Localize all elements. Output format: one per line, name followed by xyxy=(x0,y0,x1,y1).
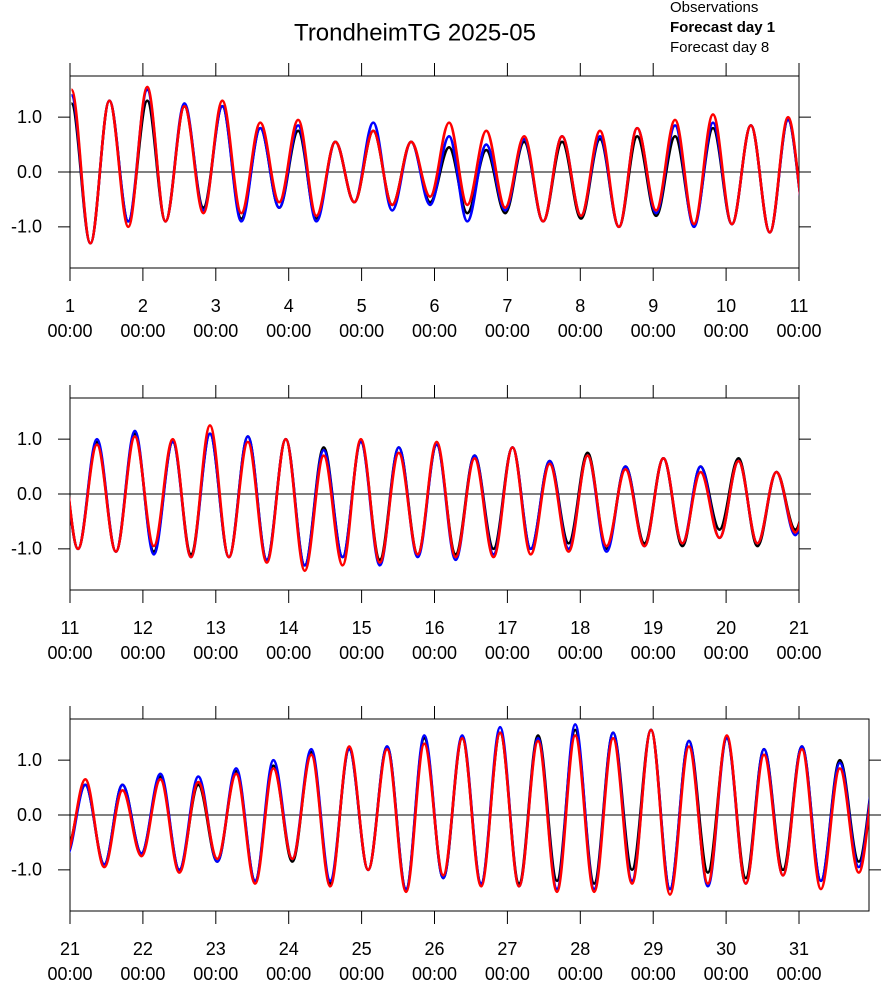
x-tick-time: 00:00 xyxy=(776,643,821,663)
x-tick-time: 00:00 xyxy=(120,964,165,984)
x-tick-label: 20 xyxy=(716,618,736,638)
chart-title: TrondheimTG 2025-05 xyxy=(294,19,536,46)
x-tick-time: 00:00 xyxy=(631,643,676,663)
y-tick-label: 1.0 xyxy=(17,750,42,770)
x-tick-label: 29 xyxy=(643,939,663,959)
y-tick-label: 1.0 xyxy=(17,429,42,449)
x-tick-time: 00:00 xyxy=(485,964,530,984)
x-tick-label: 3 xyxy=(211,296,221,316)
x-tick-label: 15 xyxy=(352,618,372,638)
x-tick-time: 00:00 xyxy=(776,964,821,984)
x-tick-time: 00:00 xyxy=(339,321,384,341)
lines xyxy=(70,85,799,245)
x-tick-time: 00:00 xyxy=(704,321,749,341)
x-tick-time: 00:00 xyxy=(485,321,530,341)
x-tick-time: 00:00 xyxy=(266,964,311,984)
x-tick-time: 00:00 xyxy=(776,321,821,341)
x-tick-label: 1 xyxy=(65,296,75,316)
y-tick-label: 0.0 xyxy=(17,484,42,504)
x-tick-label: 7 xyxy=(502,296,512,316)
x-tick-label: 14 xyxy=(279,618,299,638)
x-tick-time: 00:00 xyxy=(120,643,165,663)
x-tick-time: 00:00 xyxy=(558,643,603,663)
y-tick-label: 1.0 xyxy=(17,107,42,127)
x-tick-time: 00:00 xyxy=(120,321,165,341)
y-tick-label: 0.0 xyxy=(17,805,42,825)
legend-entry: Observations xyxy=(670,0,758,16)
lines xyxy=(70,723,869,896)
y-tick-label: 0.0 xyxy=(17,162,42,182)
x-tick-label: 17 xyxy=(497,618,517,638)
x-tick-label: 5 xyxy=(357,296,367,316)
series-line xyxy=(70,424,799,573)
x-tick-label: 9 xyxy=(648,296,658,316)
panel: -1.0 0.0 1.0 11 00:00 12 00:00 13 00:00 14 00:00 15… xyxy=(11,385,822,663)
x-tick-time: 00:00 xyxy=(193,321,238,341)
x-tick-label: 16 xyxy=(424,618,444,638)
x-tick-time: 00:00 xyxy=(47,321,92,341)
x-tick-label: 21 xyxy=(789,618,809,638)
x-tick-label: 23 xyxy=(206,939,226,959)
x-tick-time: 00:00 xyxy=(704,643,749,663)
x-tick-label: 8 xyxy=(575,296,585,316)
y-tick-label: -1.0 xyxy=(11,539,42,559)
x-tick-time: 00:00 xyxy=(47,643,92,663)
x-tick-label: 22 xyxy=(133,939,153,959)
x-tick-time: 00:00 xyxy=(412,321,457,341)
series-line xyxy=(70,85,799,245)
x-tick-time: 00:00 xyxy=(193,964,238,984)
x-tick-time: 00:00 xyxy=(193,643,238,663)
x-tick-label: 24 xyxy=(279,939,299,959)
x-tick-label: 11 xyxy=(790,296,809,316)
x-tick-label: 11 xyxy=(61,618,80,638)
x-tick-label: 4 xyxy=(284,296,294,316)
x-tick-label: 10 xyxy=(716,296,736,316)
x-tick-label: 31 xyxy=(789,939,809,959)
panel: -1.0 0.0 1.0 1 00:00 2 00:00 3 00:00 4 00:00 5 00:00… xyxy=(11,63,822,341)
x-tick-label: 21 xyxy=(60,939,80,959)
x-tick-label: 2 xyxy=(138,296,148,316)
x-tick-label: 25 xyxy=(352,939,372,959)
x-tick-label: 13 xyxy=(206,618,226,638)
lines xyxy=(70,424,799,573)
y-tick-label: -1.0 xyxy=(11,217,42,237)
x-tick-time: 00:00 xyxy=(631,964,676,984)
x-tick-label: 26 xyxy=(424,939,444,959)
x-tick-time: 00:00 xyxy=(558,321,603,341)
panel: -1.0 0.0 1.0 21 00:00 22 00:00 23 00:00 24 00:00 25… xyxy=(11,706,881,984)
x-tick-time: 00:00 xyxy=(266,643,311,663)
y-tick-label: -1.0 xyxy=(11,860,42,880)
x-tick-label: 27 xyxy=(497,939,517,959)
x-tick-time: 00:00 xyxy=(47,964,92,984)
legend-entry: Forecast day 1 xyxy=(670,19,775,36)
x-tick-time: 00:00 xyxy=(339,643,384,663)
x-tick-time: 00:00 xyxy=(704,964,749,984)
x-tick-time: 00:00 xyxy=(339,964,384,984)
x-tick-time: 00:00 xyxy=(412,964,457,984)
legend-entry: Forecast day 8 xyxy=(670,39,769,56)
x-tick-time: 00:00 xyxy=(485,643,530,663)
x-tick-label: 19 xyxy=(643,618,663,638)
series-line xyxy=(70,728,869,896)
x-tick-label: 28 xyxy=(570,939,590,959)
x-tick-time: 00:00 xyxy=(266,321,311,341)
x-tick-label: 30 xyxy=(716,939,736,959)
x-tick-label: 12 xyxy=(133,618,153,638)
x-tick-label: 18 xyxy=(570,618,590,638)
x-tick-label: 6 xyxy=(429,296,439,316)
x-tick-time: 00:00 xyxy=(558,964,603,984)
x-tick-time: 00:00 xyxy=(631,321,676,341)
x-tick-time: 00:00 xyxy=(412,643,457,663)
